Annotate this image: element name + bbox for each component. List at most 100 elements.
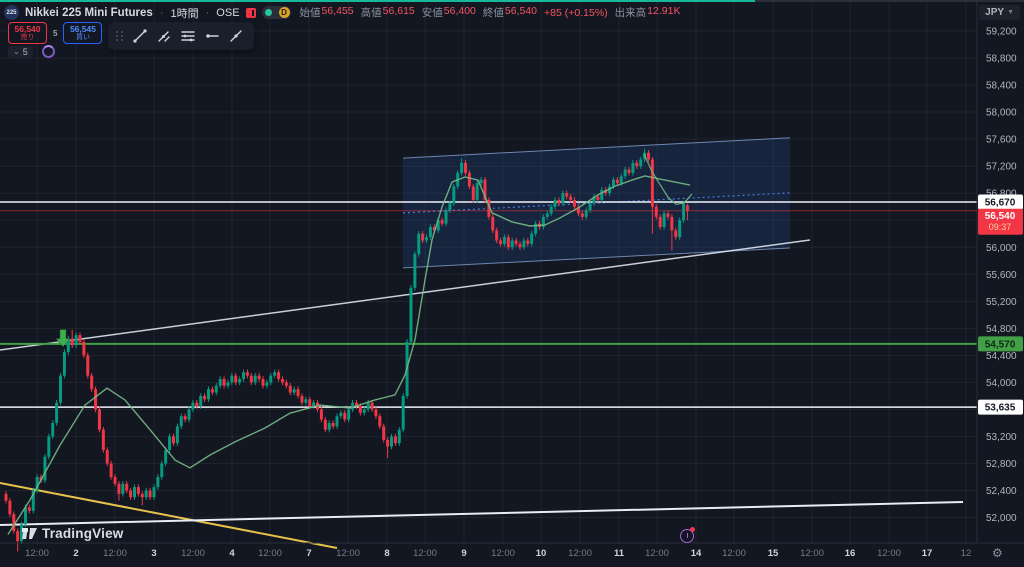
svg-text:52,000: 52,000 (986, 513, 1017, 524)
loading-progress-bar (0, 0, 755, 2)
candle-body (502, 237, 506, 244)
candle-body (59, 375, 63, 403)
parallel-lines-tool-icon[interactable] (178, 26, 198, 46)
fast-ma-segment (643, 153, 693, 206)
candle-body (238, 379, 242, 383)
date-tick: 3 (151, 548, 156, 559)
timeframe-label[interactable]: 1時間 (170, 7, 199, 20)
currency-selector[interactable]: JPY ▼ (979, 5, 1020, 20)
symbol-logo[interactable]: 225 (4, 5, 19, 20)
separator-dot: · (205, 6, 210, 19)
candle-body (210, 389, 214, 393)
candle-body (553, 199, 557, 207)
bar-countdown: 09:37 (989, 222, 1012, 232)
candle-body (43, 456, 47, 481)
candle-body (510, 240, 514, 248)
candle-body (444, 210, 448, 224)
candle-body (534, 223, 538, 234)
candle-body (105, 449, 109, 464)
candle-body (413, 254, 417, 288)
candle-body (440, 220, 444, 224)
candle-body (78, 335, 82, 342)
sync-spinner-icon[interactable] (41, 45, 55, 58)
bar-style-toggle[interactable]: D (261, 6, 291, 19)
time-axis[interactable]: 12:00 2 12:00 3 12:00 4 12:00 7 12:00 8 12:00 9 12:0… (25, 548, 971, 559)
drag-handle-icon[interactable] (116, 31, 124, 41)
axis-settings-gear-icon[interactable]: ⚙ (992, 546, 1003, 560)
candle-body (678, 220, 682, 238)
candle-body (417, 233, 421, 255)
candle-body (133, 487, 137, 498)
svg-text:52,400: 52,400 (986, 486, 1017, 497)
candle-body (658, 216, 662, 227)
candle-body (401, 395, 405, 430)
candle-body (214, 385, 218, 393)
candle-body (327, 422, 331, 430)
timer-ring-icon (680, 529, 694, 543)
candle-body (109, 463, 113, 477)
candle-body (393, 436, 397, 444)
candle-body (97, 409, 101, 430)
trend-line-drawings[interactable] (0, 239, 964, 549)
candle-body (409, 287, 413, 342)
svg-text:58,400: 58,400 (986, 81, 1017, 92)
candle-body (257, 375, 261, 380)
candle-body (94, 389, 98, 410)
ohlc-readout: 始値 56,455 高値 56,615 安値 56,400 終値 56,540 +85 … (300, 5, 681, 20)
candle-body (631, 162, 635, 173)
candle-body (366, 402, 370, 410)
svg-text:55,600: 55,600 (986, 270, 1017, 281)
candle-body (31, 490, 35, 511)
price-level-badge: 56,670 (985, 198, 1016, 209)
exchange-label[interactable]: OSE (216, 6, 240, 19)
market-status-icon[interactable] (245, 7, 256, 18)
candle-body (168, 436, 172, 450)
candle-body (90, 375, 94, 390)
horizontal-ray-tool-icon[interactable] (202, 26, 222, 46)
spread-value: 5 (53, 28, 58, 38)
session-timer-icon[interactable] (679, 527, 695, 544)
parallel-channel-drawing[interactable] (402, 137, 791, 269)
price-axis[interactable]: 59,200 58,800 58,400 58,000 57,600 57,200 56,8… (986, 27, 1017, 524)
svg-text:54,800: 54,800 (986, 324, 1017, 335)
moving-average-line (7, 153, 693, 535)
candle-body (432, 227, 436, 231)
time-tick: 12:00 (877, 548, 901, 559)
symbol-title[interactable]: Nikkei 225 Mini Futures (25, 6, 153, 19)
candle-body (682, 203, 686, 221)
candle-body (253, 375, 257, 383)
candle-body (596, 196, 600, 200)
candle-body (218, 379, 222, 386)
low-value: 56,400 (443, 5, 476, 17)
candle-body (580, 213, 584, 217)
candle-body (222, 379, 226, 386)
trend-line-tool-icon[interactable] (130, 26, 150, 46)
candle-body (436, 220, 440, 231)
sell-button[interactable]: 56,540 売り (8, 22, 47, 44)
candle-body (561, 193, 565, 204)
candle-body (160, 463, 164, 477)
candle-body (288, 385, 292, 393)
candle-body (374, 409, 378, 417)
grid-lines (0, 0, 977, 543)
candle-body (242, 372, 246, 380)
object-tree-collapse[interactable]: ⌄ 5 (8, 45, 33, 58)
candle-body (647, 152, 651, 160)
candle-body (576, 206, 580, 214)
date-tick: 10 (536, 548, 547, 559)
candle-body (12, 514, 16, 532)
candle-body (619, 176, 623, 184)
close-value: 56,540 (504, 5, 538, 17)
candle-body (584, 210, 588, 217)
svg-text:58,000: 58,000 (986, 108, 1017, 119)
date-tick: 8 (384, 548, 389, 559)
tradingview-logo[interactable]: TradingView (22, 526, 123, 541)
separator-dot: · (159, 6, 164, 19)
timer-hand-icon (686, 532, 689, 538)
buy-button[interactable]: 56,545 買い (63, 22, 103, 44)
ray-line-tool-icon[interactable] (226, 26, 246, 46)
price-axis-pane (978, 0, 1024, 567)
angle-trend-tool-icon[interactable] (154, 26, 174, 46)
candle-body (650, 159, 654, 207)
